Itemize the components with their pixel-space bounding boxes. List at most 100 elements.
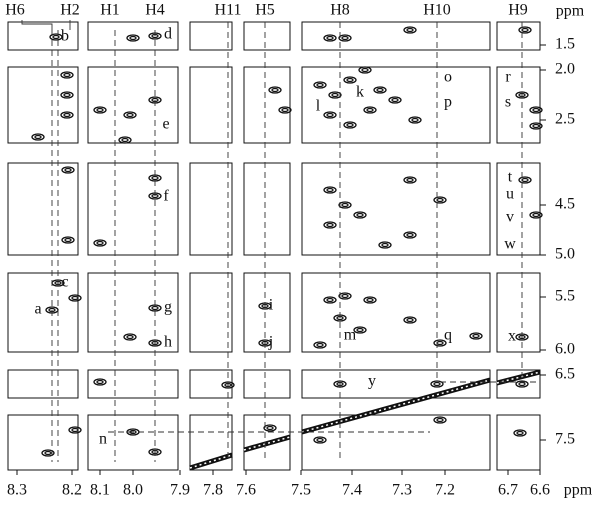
x-tick-label: 7.6 <box>236 482 256 499</box>
contour <box>63 92 71 98</box>
strip-panel <box>189 272 233 353</box>
contour <box>323 221 337 229</box>
contour <box>436 197 444 203</box>
contour <box>532 107 540 113</box>
contour <box>64 167 72 173</box>
contour <box>281 107 289 113</box>
peak-label: i <box>269 297 274 314</box>
y-unit: ppm <box>556 3 585 20</box>
peak-label: k <box>356 84 364 101</box>
contour <box>436 417 444 423</box>
column-label: H8 <box>330 2 350 19</box>
strip-panel <box>87 369 179 399</box>
strip-panel <box>243 369 291 399</box>
contour <box>343 76 357 84</box>
contour <box>361 67 369 73</box>
contour <box>60 91 74 99</box>
contour <box>129 35 137 41</box>
contour <box>31 133 45 141</box>
strip-panel <box>301 369 491 399</box>
contour <box>96 379 104 385</box>
peak-label: f <box>163 188 169 205</box>
column-label: H10 <box>423 2 451 19</box>
x-tick-label: 7.5 <box>291 482 311 499</box>
contour <box>436 340 444 346</box>
contour <box>346 77 354 83</box>
contour <box>408 116 422 124</box>
strip-panel <box>243 414 291 471</box>
contour <box>406 177 414 183</box>
contour <box>323 34 337 42</box>
contour <box>406 27 414 33</box>
strip-panel <box>189 414 233 471</box>
contour <box>151 305 159 311</box>
y-tick-label: 6.5 <box>555 366 575 383</box>
contour <box>376 87 384 93</box>
cross-peaks <box>31 26 543 457</box>
contour <box>430 380 444 388</box>
contour <box>263 424 277 432</box>
contour <box>123 333 137 341</box>
contour <box>121 137 129 143</box>
y-tick-label: 5.5 <box>555 288 575 305</box>
contour <box>366 107 374 113</box>
contour <box>338 34 352 42</box>
column-label: H2 <box>60 2 80 19</box>
contour <box>343 121 357 129</box>
column-label: H11 <box>215 2 242 19</box>
strip-panel <box>243 66 291 144</box>
strip-panel <box>189 369 233 399</box>
contour <box>93 106 107 114</box>
contour <box>403 231 417 239</box>
contour <box>403 176 417 184</box>
strip-panel <box>7 66 79 144</box>
contour <box>71 295 79 301</box>
peak-label: x <box>508 328 516 345</box>
labels: H6 H2 H1 H4 H11 H5 H8 H10 H9 8.3 8.2 8.1 8.0 7.9 7.8 7.… <box>5 2 593 499</box>
y-tick-label: 2.5 <box>555 111 575 128</box>
contour <box>518 26 532 34</box>
x-tick-label: 6.7 <box>498 482 518 499</box>
contour <box>338 201 352 209</box>
strip-panel <box>496 414 541 471</box>
x-tick-label: 8.1 <box>90 482 110 499</box>
contour <box>391 97 399 103</box>
peak-label: o <box>444 69 452 86</box>
contour <box>323 186 337 194</box>
contour <box>278 106 292 114</box>
peak-label: e <box>162 116 169 133</box>
contour <box>44 450 52 456</box>
contour <box>518 176 532 184</box>
peak-label: c <box>61 274 68 291</box>
strip-panel <box>7 414 79 471</box>
contour <box>529 106 543 114</box>
x-tick-label: 7.4 <box>342 482 362 499</box>
contour <box>356 212 364 218</box>
x-tick-label: 8.3 <box>7 482 27 499</box>
y-tick-label: 4.5 <box>555 196 575 213</box>
contour <box>63 72 71 78</box>
contour <box>71 427 79 433</box>
contour <box>363 106 377 114</box>
strip-panel <box>7 272 79 353</box>
strip-panel <box>496 66 541 144</box>
contour <box>433 196 447 204</box>
contour <box>521 27 529 33</box>
contour <box>123 111 137 119</box>
strip-panel <box>7 162 79 256</box>
column-label: H4 <box>145 2 165 19</box>
strip-panel <box>301 414 491 471</box>
column-label: H5 <box>255 2 275 19</box>
contour <box>513 429 527 437</box>
contour <box>406 317 414 323</box>
contour <box>403 316 417 324</box>
contour <box>338 292 352 300</box>
peak-label: n <box>99 431 107 448</box>
contour <box>64 237 72 243</box>
strip-panel <box>7 21 79 51</box>
x-tick-label: 7.9 <box>170 482 190 499</box>
strip-panel <box>301 272 491 353</box>
contour <box>63 112 71 118</box>
contour <box>313 341 327 349</box>
